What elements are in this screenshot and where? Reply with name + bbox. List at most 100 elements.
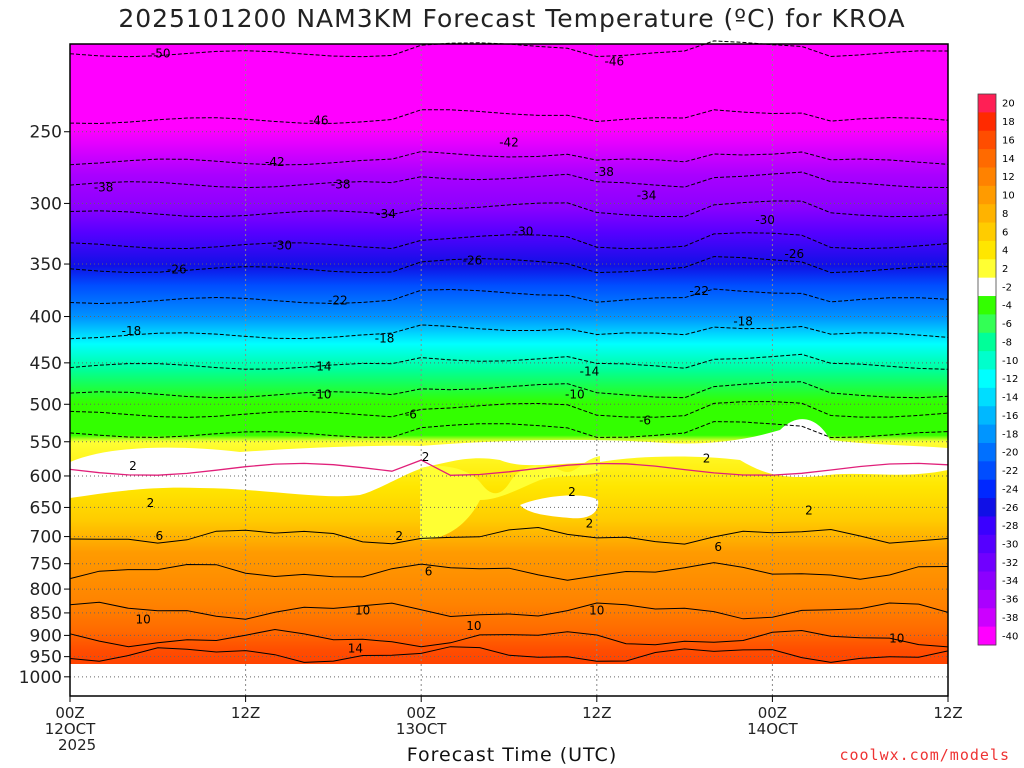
colorbar-swatch xyxy=(978,534,996,554)
y-tick-label: 900 xyxy=(30,626,62,646)
isotherm-line xyxy=(69,109,949,125)
isotherm-label: -34 xyxy=(637,188,657,202)
colorbar-swatch xyxy=(978,112,996,132)
colorbar: 20 18 16 14 12 10 8 6 4 2 -2 -4 -6 -8 -10 -12 -14 -16 -18 -… xyxy=(977,93,1018,646)
isotherm-label: 6 xyxy=(155,529,163,543)
y-tick-label: 1000 xyxy=(19,668,62,688)
isotherm-label: 10 xyxy=(466,619,481,633)
x-tick-label: 12Z xyxy=(582,704,611,722)
y-tick-label: 800 xyxy=(30,580,62,600)
isotherm-line-solid xyxy=(69,601,949,620)
x-tick-label: 00Z xyxy=(758,704,787,722)
colorbar-label: 12 xyxy=(1002,172,1015,183)
colorbar-swatch xyxy=(978,479,996,499)
colorbar-label: -34 xyxy=(1002,576,1018,587)
isotherm-label: -46 xyxy=(605,54,625,68)
isotherm-label: 10 xyxy=(136,612,151,626)
colorbar-swatch xyxy=(978,608,996,628)
isotherm-label: -42 xyxy=(499,136,519,150)
colorbar-label: -2 xyxy=(1002,282,1012,293)
isotherm-line-solid xyxy=(69,562,949,581)
colorbar-label: -12 xyxy=(1002,374,1018,385)
colorbar-swatch xyxy=(978,626,996,646)
freezing-layer-band xyxy=(70,419,948,498)
chart-title: 2025101200 NAM3KM Forecast Temperature (… xyxy=(118,4,906,33)
colorbar-swatch xyxy=(978,167,996,187)
colorbar-swatch xyxy=(978,571,996,591)
y-axis-ticks: 2503003504004505005506006507007508008509… xyxy=(19,123,70,688)
isotherm-line xyxy=(69,421,949,439)
isotherm-label: 2 xyxy=(395,529,403,543)
colorbar-swatch xyxy=(978,130,996,150)
x-tick-label: 2025 xyxy=(58,736,96,754)
isotherm-label: -18 xyxy=(375,332,395,346)
isotherm-label: -30 xyxy=(272,239,292,253)
y-tick-label: 550 xyxy=(30,433,62,453)
colorbar-label: -8 xyxy=(1002,337,1012,348)
isotherm-label: -30 xyxy=(514,224,534,238)
isotherm-label: -26 xyxy=(785,247,805,261)
isotherm-label: -22 xyxy=(328,293,348,307)
colorbar-label: -4 xyxy=(1002,301,1012,312)
isotherm-line xyxy=(69,150,949,166)
colorbar-swatch xyxy=(978,94,996,113)
colorbar-swatch xyxy=(978,351,996,370)
isotherm-label: -18 xyxy=(122,324,142,338)
x-tick-label: 00Z xyxy=(55,704,84,722)
colorbar-swatch xyxy=(978,424,996,444)
colorbar-swatch xyxy=(978,442,996,462)
colorbar-swatch xyxy=(978,589,996,609)
colorbar-label: 6 xyxy=(1002,227,1008,238)
colorbar-swatch xyxy=(978,240,996,260)
colorbar-label: -6 xyxy=(1002,319,1012,330)
isotherm-label: 2 xyxy=(703,452,711,466)
x-tick-label: 12Z xyxy=(231,704,260,722)
y-tick-label: 950 xyxy=(30,648,62,668)
isotherm-label: 10 xyxy=(589,604,604,618)
colorbar-swatch xyxy=(978,516,996,536)
isotherm-line xyxy=(69,232,949,250)
isotherm-label: 10 xyxy=(889,631,904,645)
colorbar-label: -24 xyxy=(1002,484,1018,495)
freezing-layer-pocket xyxy=(520,495,599,519)
x-tick-label: 12OCT xyxy=(45,720,96,738)
x-tick-label: 00Z xyxy=(407,704,436,722)
colorbar-swatch xyxy=(978,369,996,389)
y-tick-label: 450 xyxy=(30,354,62,374)
isotherm-label: -38 xyxy=(94,180,114,194)
isotherm-line-solid xyxy=(69,628,949,648)
isotherm-labels: -50 -46 -46 -42 -42 -38 -38 -38 -34 -34 -30 -30 -30 -… xyxy=(94,47,905,656)
isotherm-label: 2 xyxy=(805,503,813,517)
colorbar-label: 14 xyxy=(1002,154,1015,165)
x-axis-label: Forecast Time (UTC) xyxy=(406,744,618,766)
y-tick-label: 500 xyxy=(30,395,62,415)
freezing-line xyxy=(69,459,949,476)
isotherm-label: -30 xyxy=(755,213,775,227)
isotherm-label: -14 xyxy=(312,359,332,373)
colorbar-label: -36 xyxy=(1002,595,1018,606)
isotherm-label: -38 xyxy=(594,165,614,179)
colorbar-swatch xyxy=(978,461,996,481)
isotherm-label: 14 xyxy=(348,641,363,655)
isotherm-line-solid xyxy=(69,646,949,663)
isotherm-line xyxy=(69,381,949,399)
isotherm-label: -14 xyxy=(580,364,600,378)
colorbar-label: -26 xyxy=(1002,503,1018,514)
y-tick-label: 350 xyxy=(30,255,62,275)
isotherm-label: 2 xyxy=(586,516,594,530)
colorbar-swatch xyxy=(978,222,996,242)
credit-text: coolwx.com/models xyxy=(839,746,1010,764)
colorbar-swatch xyxy=(978,204,996,224)
colorbar-label: 8 xyxy=(1002,209,1008,220)
colorbar-label: -22 xyxy=(1002,466,1018,477)
isotherm-label: -6 xyxy=(405,407,417,421)
colorbar-label: -10 xyxy=(1002,356,1018,367)
isotherm-label: -26 xyxy=(463,254,483,268)
colorbar-label: 18 xyxy=(1002,117,1015,128)
isotherm-line xyxy=(69,324,949,340)
y-tick-label: 700 xyxy=(30,528,62,548)
isotherm-line-solid xyxy=(69,526,949,545)
isotherm-contours xyxy=(69,40,949,663)
isotherm-label: 2 xyxy=(422,450,430,464)
isotherm-label: -42 xyxy=(265,155,285,169)
